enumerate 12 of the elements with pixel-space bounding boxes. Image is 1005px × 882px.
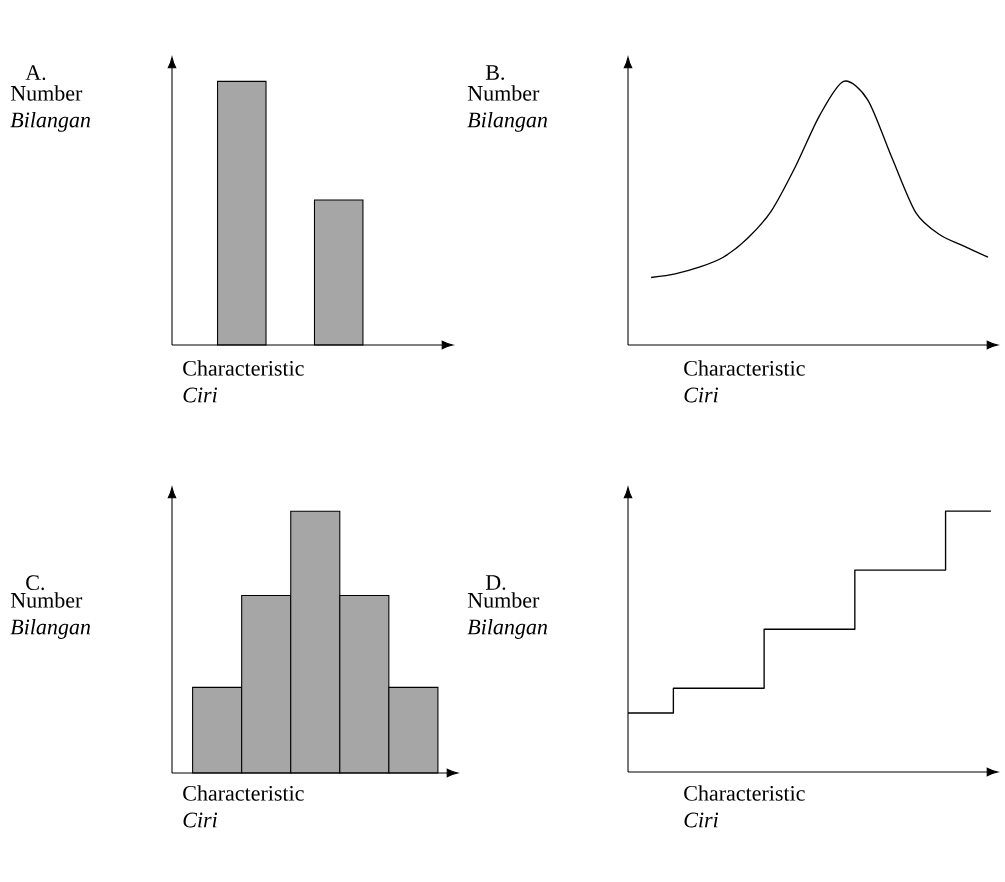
text: C. [26,575,44,591]
chart-title: A. [25,65,46,81]
y-axis-title: Number Bilangan [467,85,548,132]
y-axis-title: Number Bilangan [10,85,91,132]
x-axis-title: Characteristic Ciri [183,785,304,828]
chart-title: B. [485,65,505,80]
y-axis-title: Number Bilangan [10,592,91,639]
y-axis-title: Number Bilangan [467,592,548,639]
x-axis-title: Characteristic Ciri [183,360,304,403]
text: D. [485,575,506,590]
x-axis-title: Characteristic Ciri [684,360,805,403]
x-axis-title: Characteristic Ciri [684,785,805,828]
